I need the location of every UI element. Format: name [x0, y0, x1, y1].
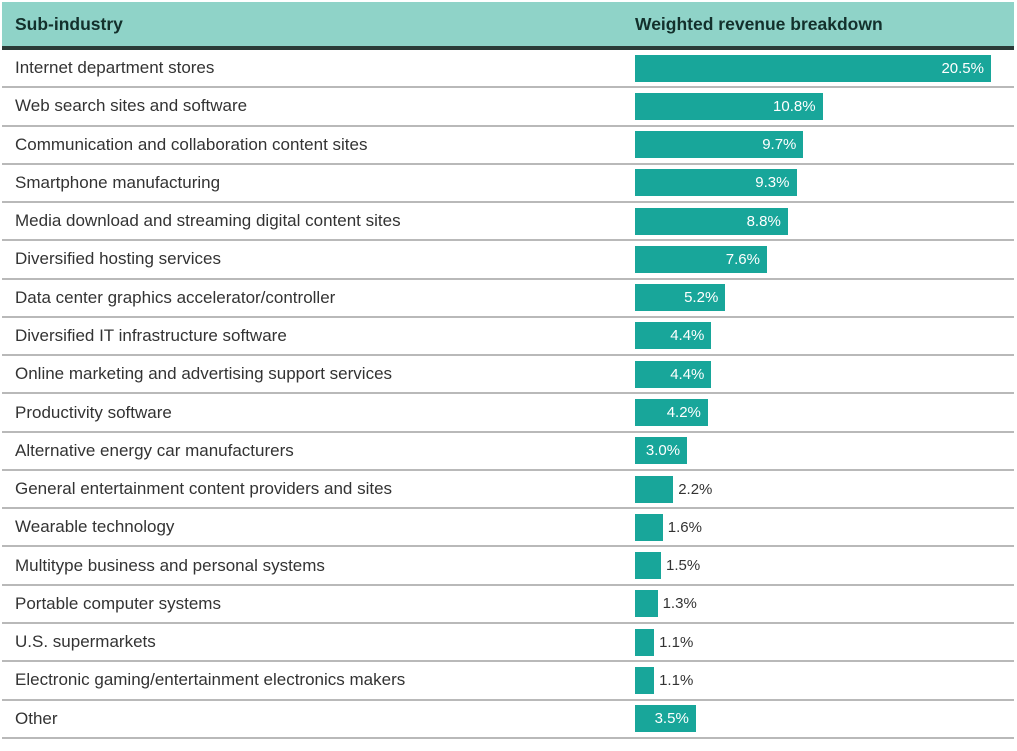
- revenue-bar: 3.0%: [635, 437, 688, 465]
- sub-industry-label: Communication and collaboration content …: [15, 134, 368, 154]
- bar-track: 4.2%: [635, 399, 1014, 427]
- sub-industry-label: Alternative energy car manufacturers: [15, 440, 294, 460]
- bar-track: 3.0%: [635, 437, 1014, 465]
- bar-value-label: 4.4%: [670, 327, 705, 345]
- table-row: General entertainment content providers …: [2, 471, 1014, 510]
- bar-track: 5.2%: [635, 284, 1014, 312]
- revenue-bar: 4.2%: [635, 399, 708, 427]
- revenue-bar: 10.8%: [635, 92, 823, 120]
- sub-industry-label: Media download and streaming digital con…: [15, 211, 401, 231]
- sub-industry-label: U.S. supermarkets: [15, 632, 156, 652]
- sub-industry-label: Portable computer systems: [15, 593, 221, 613]
- sub-industry-label: Electronic gaming/entertainment electron…: [15, 670, 406, 690]
- weighted-revenue-breakdown-table: Sub-industry Weighted revenue breakdown …: [2, 2, 1014, 739]
- bar-value-label: 20.5%: [941, 59, 984, 77]
- table-row: Web search sites and software 10.8%: [2, 88, 1014, 127]
- table-row: Productivity software 4.2%: [2, 394, 1014, 433]
- bar-value-label: 5.2%: [684, 289, 719, 307]
- bar-track: 4.4%: [635, 322, 1014, 350]
- table-row: Smartphone manufacturing 9.3%: [2, 165, 1014, 204]
- bar-value-label: 4.4%: [670, 365, 705, 383]
- bar-track: 1.1%: [635, 666, 1014, 694]
- sub-industry-label: Diversified hosting services: [15, 249, 221, 269]
- bar-value-label: 1.6%: [667, 518, 702, 536]
- sub-industry-label: Productivity software: [15, 402, 172, 422]
- revenue-bar: [635, 590, 658, 618]
- bar-track: 1.3%: [635, 590, 1014, 618]
- sub-industry-label: General entertainment content providers …: [15, 479, 393, 499]
- sub-industry-label: Wearable technology: [15, 517, 175, 537]
- bar-track: 7.6%: [635, 245, 1014, 273]
- table-row: Online marketing and advertising support…: [2, 356, 1014, 395]
- bar-value-label: 1.1%: [659, 671, 694, 689]
- table-row: Portable computer systems 1.3%: [2, 586, 1014, 624]
- bar-value-label: 3.5%: [654, 710, 689, 728]
- revenue-bar: [635, 475, 674, 503]
- revenue-bar: 20.5%: [635, 54, 991, 82]
- table-row: Communication and collaboration content …: [2, 127, 1014, 165]
- sub-industry-label: Diversified IT infrastructure software: [15, 325, 287, 345]
- bar-track: 9.3%: [635, 169, 1014, 197]
- sub-industry-label: Web search sites and software: [15, 96, 248, 116]
- sub-industry-label: Smartphone manufacturing: [15, 172, 221, 192]
- sub-industry-label: Data center graphics accelerator/control…: [15, 287, 336, 307]
- table-row: Data center graphics accelerator/control…: [2, 280, 1014, 318]
- table-row: Internet department stores 20.5%: [2, 50, 1014, 89]
- revenue-bar: 3.5%: [635, 705, 696, 733]
- bar-value-label: 9.3%: [755, 174, 790, 192]
- revenue-bar: 4.4%: [635, 360, 712, 388]
- revenue-bar: [635, 628, 655, 656]
- bar-track: 20.5%: [635, 54, 1014, 82]
- bar-track: 3.5%: [635, 705, 1014, 733]
- revenue-bar: 9.3%: [635, 169, 797, 197]
- revenue-bar: 8.8%: [635, 207, 788, 235]
- bar-value-label: 9.7%: [762, 136, 797, 154]
- table-row: Wearable technology 1.6%: [2, 509, 1014, 548]
- table-row: Diversified hosting services 7.6%: [2, 241, 1014, 280]
- sub-industry-label: Online marketing and advertising support…: [15, 364, 393, 384]
- sub-industry-label: Other: [15, 708, 58, 728]
- bar-value-label: 1.3%: [662, 595, 697, 613]
- sub-industry-label: Multitype business and personal systems: [15, 555, 325, 575]
- revenue-bar: 9.7%: [635, 131, 804, 159]
- table-row: Alternative energy car manufacturers 3.0…: [2, 433, 1014, 471]
- column-header-sub-industry: Sub-industry: [15, 13, 123, 34]
- bar-value-label: 2.2%: [678, 480, 713, 498]
- table-body: Internet department stores 20.5% Web sea…: [2, 50, 1014, 739]
- revenue-bar: [635, 513, 663, 541]
- sub-industry-label: Internet department stores: [15, 58, 215, 78]
- bar-value-label: 7.6%: [725, 250, 760, 268]
- bar-track: 2.2%: [635, 475, 1014, 503]
- bar-track: 1.6%: [635, 513, 1014, 541]
- bar-track: 9.7%: [635, 131, 1014, 159]
- bar-track: 1.5%: [635, 552, 1014, 580]
- bar-track: 8.8%: [635, 207, 1014, 235]
- bar-value-label: 4.2%: [666, 404, 701, 422]
- revenue-bar: [635, 666, 655, 694]
- bar-track: 10.8%: [635, 92, 1014, 120]
- revenue-bar: [635, 552, 661, 580]
- bar-value-label: 8.8%: [746, 212, 781, 230]
- revenue-bar: 5.2%: [635, 284, 726, 312]
- bar-track: 1.1%: [635, 628, 1014, 656]
- bar-value-label: 3.0%: [645, 442, 681, 460]
- bar-value-label: 10.8%: [773, 97, 816, 115]
- bar-track: 4.4%: [635, 360, 1014, 388]
- column-header-weighted-revenue-breakdown: Weighted revenue breakdown: [635, 13, 883, 34]
- table-row: Multitype business and personal systems …: [2, 547, 1014, 586]
- revenue-bar: 4.4%: [635, 322, 712, 350]
- table-header-row: Sub-industry Weighted revenue breakdown: [2, 2, 1014, 50]
- table-row: U.S. supermarkets 1.1%: [2, 624, 1014, 663]
- table-row: Diversified IT infrastructure software 4…: [2, 318, 1014, 357]
- bar-value-label: 1.5%: [666, 557, 701, 575]
- revenue-bar: 7.6%: [635, 245, 767, 273]
- table-row: Electronic gaming/entertainment electron…: [2, 662, 1014, 701]
- table-row: Other 3.5%: [2, 701, 1014, 739]
- table-row: Media download and streaming digital con…: [2, 203, 1014, 242]
- bar-value-label: 1.1%: [659, 633, 694, 651]
